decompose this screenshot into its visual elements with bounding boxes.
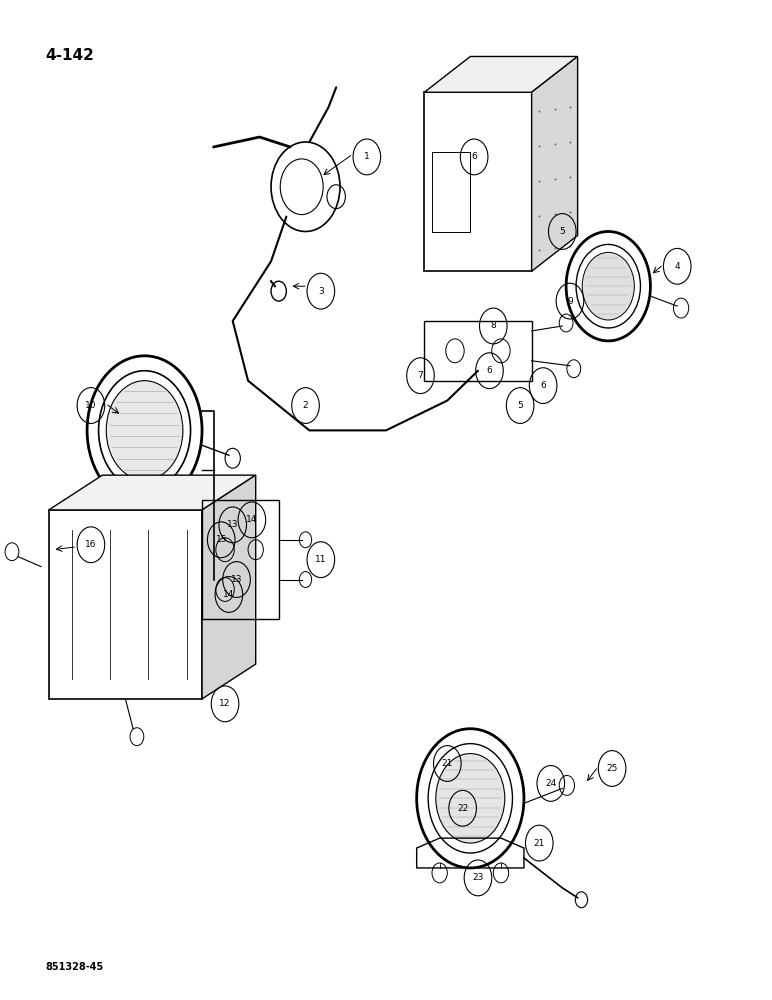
Text: 14: 14: [223, 590, 235, 599]
Text: 14: 14: [246, 515, 258, 524]
Text: 3: 3: [318, 287, 323, 296]
Text: 21: 21: [442, 759, 453, 768]
Text: 21: 21: [533, 839, 545, 848]
Text: 2: 2: [303, 401, 308, 410]
Text: 8: 8: [490, 321, 496, 330]
Circle shape: [582, 252, 635, 320]
Polygon shape: [425, 56, 577, 92]
Circle shape: [436, 754, 505, 843]
Text: 6: 6: [486, 366, 493, 375]
Text: 24: 24: [545, 779, 557, 788]
Polygon shape: [49, 475, 256, 510]
Text: 5: 5: [560, 227, 565, 236]
Polygon shape: [532, 56, 577, 271]
Text: 4-142: 4-142: [45, 48, 94, 63]
Text: 11: 11: [315, 555, 327, 564]
Circle shape: [107, 381, 183, 480]
Text: 851328-45: 851328-45: [45, 962, 103, 972]
Text: 9: 9: [567, 297, 573, 306]
Text: 23: 23: [472, 873, 484, 882]
Text: 22: 22: [457, 804, 469, 813]
Text: 10: 10: [85, 401, 96, 410]
Text: 6: 6: [471, 152, 477, 161]
Text: 13: 13: [231, 575, 242, 584]
Text: 4: 4: [675, 262, 680, 271]
Text: 25: 25: [607, 764, 618, 773]
Text: 13: 13: [227, 520, 239, 529]
Text: 1: 1: [364, 152, 370, 161]
Text: 12: 12: [219, 699, 231, 708]
Text: 16: 16: [85, 540, 96, 549]
Polygon shape: [202, 475, 256, 699]
Text: 6: 6: [540, 381, 546, 390]
Text: 5: 5: [517, 401, 523, 410]
Text: 7: 7: [418, 371, 423, 380]
Text: 15: 15: [215, 535, 227, 544]
